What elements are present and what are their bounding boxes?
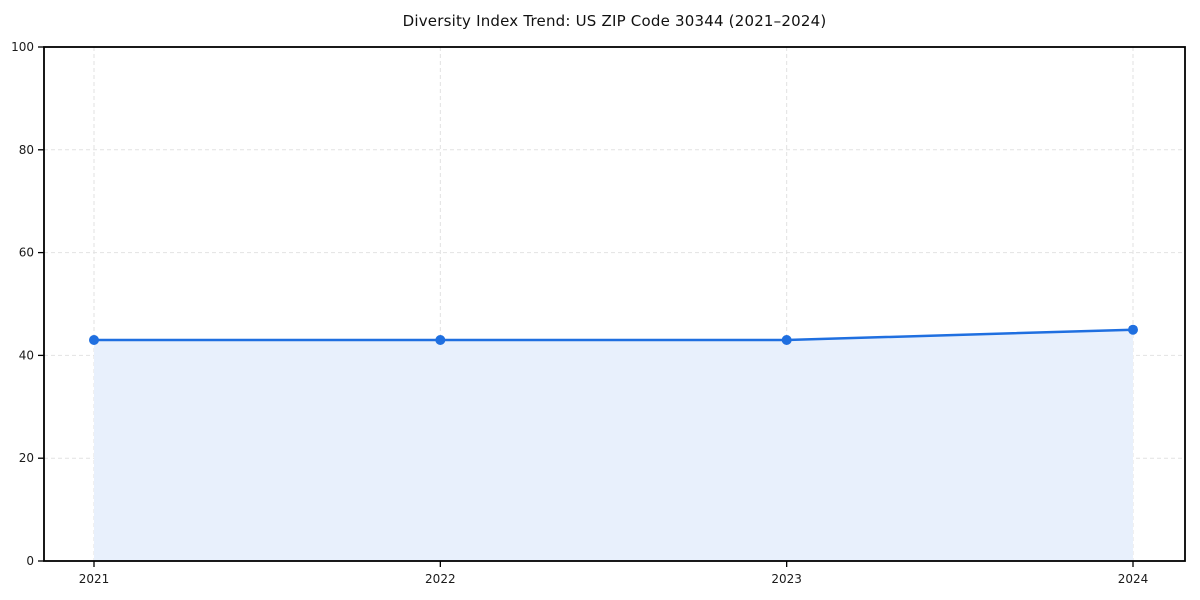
y-tick-label: 60 xyxy=(19,246,34,260)
data-point-marker xyxy=(435,334,446,345)
data-point-marker xyxy=(781,334,792,345)
data-point-marker xyxy=(1128,324,1138,335)
trend-line xyxy=(92,328,1135,342)
data-point-marker xyxy=(89,334,99,345)
chart-title: Diversity Index Trend: US ZIP Code 30344… xyxy=(402,12,827,30)
y-tick-label: 0 xyxy=(26,554,34,568)
y-tick-label: 100 xyxy=(11,40,34,54)
y-tick-label: 40 xyxy=(19,348,34,362)
x-tick-label: 2023 xyxy=(771,572,802,586)
y-tick-label: 20 xyxy=(19,451,34,465)
y-tick-label: 80 xyxy=(19,143,34,157)
x-tick-label: 2022 xyxy=(425,572,456,586)
axis-frame xyxy=(43,46,1186,562)
x-tick-label: 2021 xyxy=(79,572,110,586)
x-tick-label: 2024 xyxy=(1118,572,1149,586)
area-fill xyxy=(94,329,1133,561)
